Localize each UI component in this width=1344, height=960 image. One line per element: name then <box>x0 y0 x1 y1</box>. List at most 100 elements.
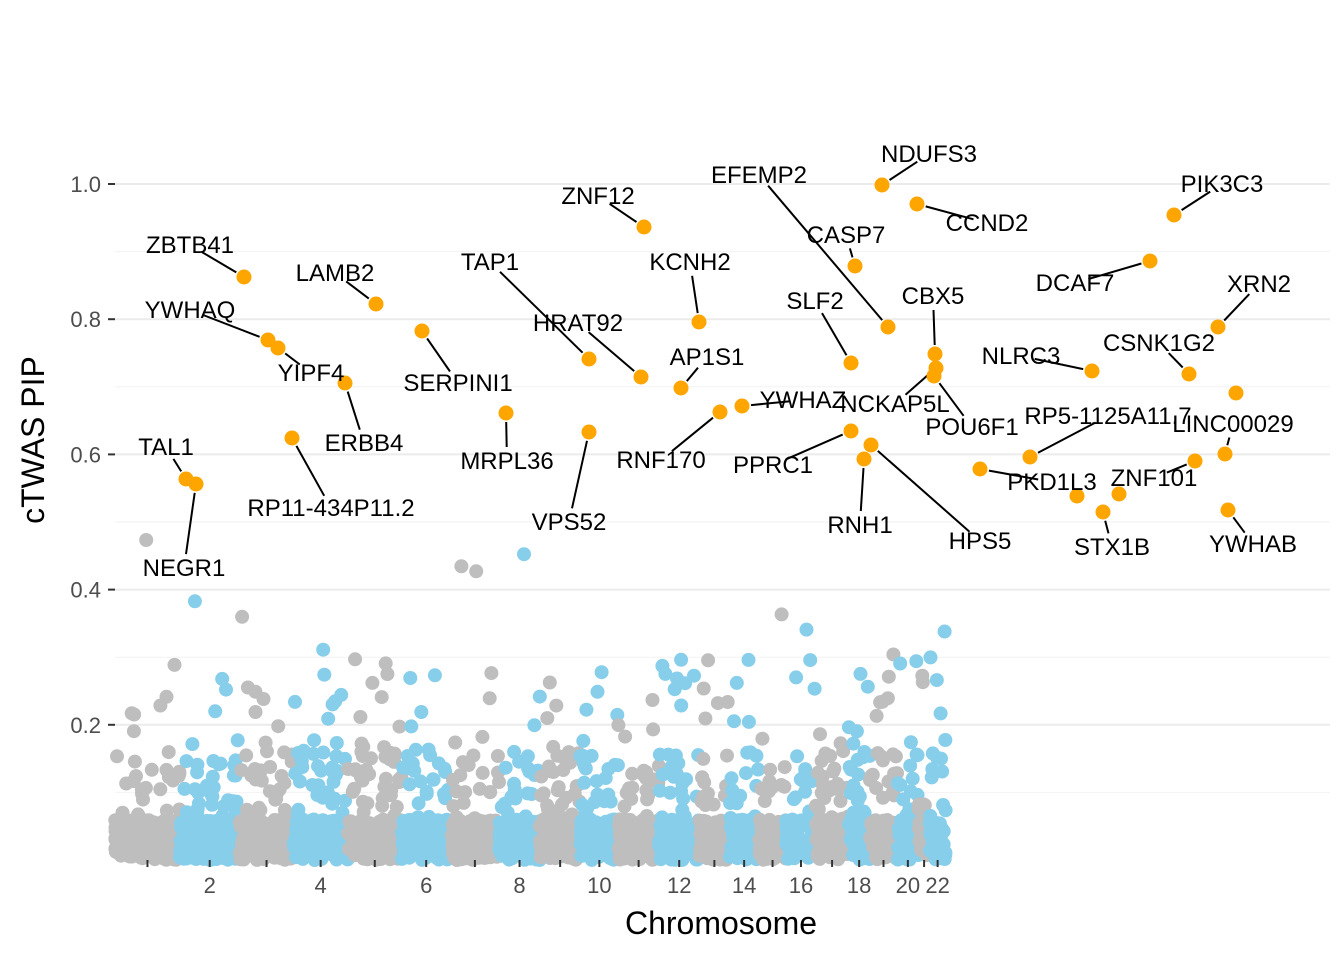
data-point <box>475 765 490 780</box>
data-point <box>923 650 938 665</box>
data-point <box>411 796 426 811</box>
gene-label: CASP7 <box>807 222 886 249</box>
highlighted-point <box>1022 449 1038 465</box>
data-point <box>681 838 696 853</box>
data-point <box>414 705 429 719</box>
highlighted-point <box>909 196 925 212</box>
data-point <box>555 797 569 812</box>
data-point <box>799 622 814 637</box>
gene-label: NLRC3 <box>982 343 1061 370</box>
y-tick-label: 0.2 <box>70 713 101 738</box>
gene-label: TAP1 <box>461 249 519 276</box>
label-leader <box>1037 421 1097 454</box>
data-point <box>929 673 944 688</box>
data-point <box>124 706 139 721</box>
label-leader <box>346 391 361 431</box>
gene-label: RP5-1125A11.7 <box>1024 403 1191 430</box>
data-point <box>590 787 605 802</box>
data-point <box>191 785 206 800</box>
x-tick-label: 8 <box>513 873 525 898</box>
data-point <box>556 763 571 777</box>
data-point <box>640 792 655 807</box>
data-point <box>484 666 499 681</box>
data-point <box>239 748 254 763</box>
data-point <box>325 796 340 811</box>
data-point <box>507 776 521 791</box>
x-tick-label: 20 <box>896 873 920 898</box>
gene-label: HRAT92 <box>533 310 623 337</box>
data-point <box>475 729 490 744</box>
highlighted-point <box>284 430 300 446</box>
data-point <box>418 822 433 837</box>
data-point <box>400 749 415 763</box>
data-point <box>113 835 128 850</box>
data-point <box>725 783 740 798</box>
data-point <box>860 679 875 694</box>
data-point <box>533 833 548 848</box>
data-point <box>575 748 590 763</box>
gene-label: NCKAP5L <box>840 391 949 418</box>
data-point <box>205 852 220 867</box>
data-point <box>145 835 160 850</box>
gene-label: YWHAB <box>1209 531 1297 558</box>
data-point <box>348 763 363 778</box>
gene-label: ERBB4 <box>325 430 404 457</box>
data-point <box>827 761 842 776</box>
label-leader <box>821 312 848 356</box>
data-point <box>479 820 494 835</box>
data-point <box>536 812 551 827</box>
label-leader <box>201 251 237 274</box>
data-point <box>727 714 741 729</box>
data-point <box>729 675 744 690</box>
data-point <box>696 751 711 766</box>
data-point <box>930 750 945 765</box>
data-point <box>844 762 858 777</box>
data-point <box>383 788 398 803</box>
label-leader <box>1223 293 1251 322</box>
data-point <box>741 652 756 667</box>
highlighted-point <box>1181 366 1197 382</box>
data-point <box>366 822 381 837</box>
data-point <box>577 775 592 790</box>
data-point <box>411 840 426 855</box>
data-point <box>426 772 441 787</box>
data-point <box>593 841 608 856</box>
data-point <box>766 852 781 867</box>
data-point <box>751 762 766 777</box>
data-point <box>129 769 143 784</box>
data-point <box>449 784 464 799</box>
highlighted-point <box>712 404 728 420</box>
data-point <box>557 834 572 849</box>
data-point <box>512 847 527 862</box>
data-point <box>579 826 594 841</box>
data-point <box>144 762 159 777</box>
highlighted-points <box>178 177 1244 520</box>
data-point <box>402 777 417 792</box>
data-point <box>865 767 880 782</box>
data-point <box>593 817 607 832</box>
data-point <box>191 796 206 811</box>
data-point <box>590 684 605 699</box>
gene-label: POU6F1 <box>925 414 1018 441</box>
data-point <box>277 745 292 760</box>
data-point <box>915 675 930 690</box>
data-point <box>563 816 578 831</box>
label-leader <box>1034 357 1084 371</box>
data-point <box>739 766 753 781</box>
data-point <box>903 784 918 799</box>
data-point <box>574 814 589 829</box>
gene-label: SLF2 <box>786 288 843 315</box>
gene-label: PIK3C3 <box>1181 171 1264 198</box>
data-point <box>362 767 377 782</box>
data-point <box>924 828 939 842</box>
highlighted-point <box>1228 385 1244 401</box>
highlighted-point <box>337 375 353 391</box>
data-point <box>822 783 837 798</box>
data-point <box>700 786 715 801</box>
data-point <box>701 653 716 668</box>
data-point <box>899 807 914 822</box>
data-point <box>660 840 674 855</box>
data-point <box>777 779 792 794</box>
label-leader <box>1181 190 1211 211</box>
